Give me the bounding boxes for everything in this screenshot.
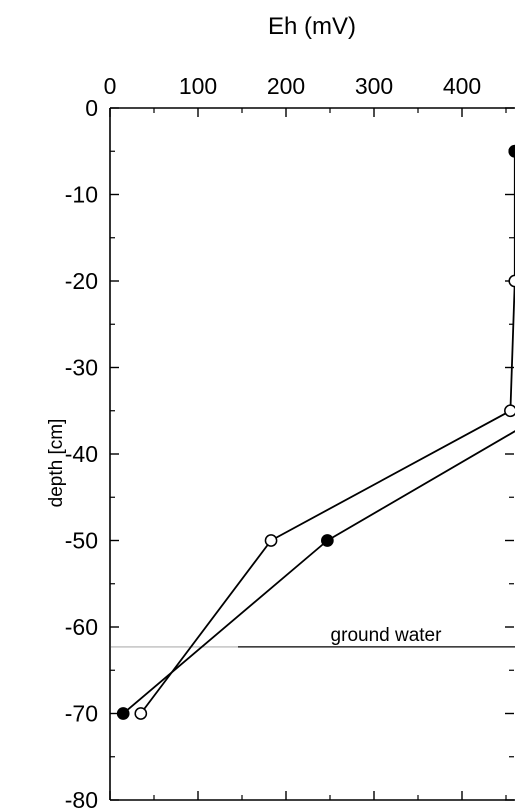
open-data-point (508, 274, 515, 288)
series-group (116, 144, 515, 720)
filled-data-point (116, 707, 130, 720)
open-data-point (504, 404, 515, 418)
y-tick-labels: 0 -10 -20 -30 -40 -50 -60 -70 -80 (65, 95, 98, 812)
y-axis-title: depth [cm] (46, 419, 67, 508)
x-tick-label: 100 (179, 73, 217, 99)
y-tick-label: -60 (65, 614, 98, 640)
x-tick-label: 0 (104, 73, 117, 99)
x-axis-title: Eh (mV) (268, 13, 356, 40)
y-tick-label: 0 (85, 95, 98, 121)
y-tick-label: -30 (65, 355, 98, 381)
ground-water-annotation: ground water (111, 625, 515, 648)
ground-water-label: ground water (331, 625, 443, 646)
y-tick-label: -70 (65, 701, 98, 727)
x-tick-label: 300 (355, 73, 393, 99)
y-tick-label: -40 (65, 441, 98, 467)
y-tick-label: -10 (65, 182, 98, 208)
y-tick-label: -20 (65, 268, 98, 294)
x-tick-label: 400 (443, 73, 481, 99)
y-tick-label: -50 (65, 528, 98, 554)
filled-data-point (508, 144, 515, 158)
open-data-point (134, 707, 148, 720)
open-data-point (264, 534, 278, 547)
filled-data-point (321, 534, 334, 547)
axis-ticks (109, 107, 514, 801)
series-line-2 (122, 151, 515, 715)
x-tick-labels: 0100200300400500 (104, 73, 482, 99)
series-line-1 (140, 151, 515, 715)
y-tick-label: -80 (65, 787, 98, 812)
x-tick-label: 200 (267, 73, 305, 99)
plot-frame (109, 107, 515, 801)
